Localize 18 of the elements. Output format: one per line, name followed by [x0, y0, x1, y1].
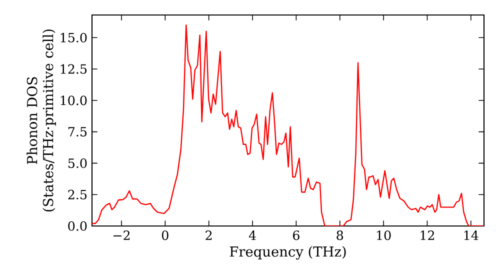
y-tick-label: 5.0 [68, 158, 87, 168]
y-tick-label: 2.5 [68, 190, 87, 200]
x-tick-label: −2 [113, 230, 130, 240]
y-tick-label: 0.0 [68, 221, 87, 231]
x-tick-label: 8 [336, 230, 344, 240]
x-tick-label: 14 [464, 230, 478, 240]
y-tick-label: 12.5 [60, 64, 87, 74]
x-tick-label: 12 [420, 230, 434, 240]
x-tick-label: 6 [293, 230, 300, 240]
y-tick-label: 10.0 [60, 96, 87, 106]
x-axis-title: Frequency (THz) [230, 246, 346, 260]
y-axis-title: Phonon DOS (States/THz·primitive cell) [26, 30, 56, 212]
y-tick-label: 15.0 [60, 32, 87, 42]
x-tick-label: 4 [248, 230, 256, 240]
x-tick-label: 10 [377, 230, 391, 240]
y-tick-label: 7.5 [68, 127, 87, 137]
x-tick-label: 2 [206, 230, 212, 240]
x-tick-label: 0 [162, 230, 168, 240]
